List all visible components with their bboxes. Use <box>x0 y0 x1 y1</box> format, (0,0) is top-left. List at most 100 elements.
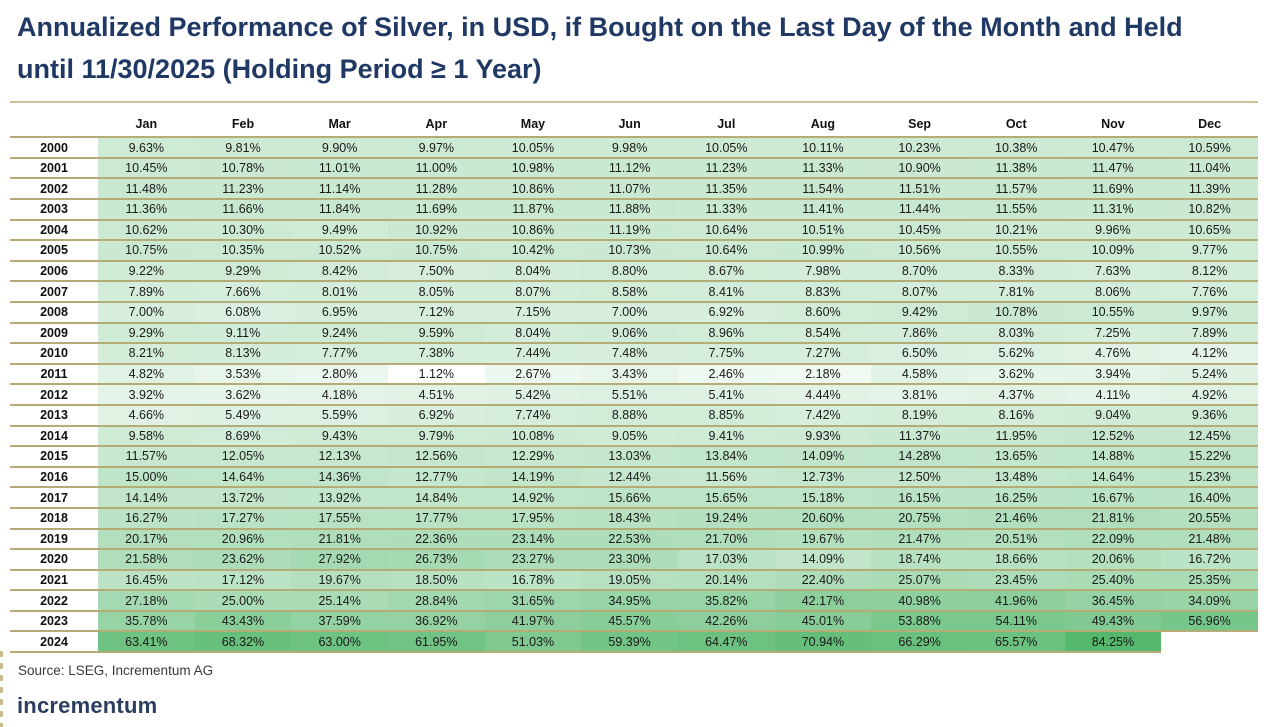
heatmap-cell: 14.64% <box>1064 465 1162 489</box>
heatmap-cell: 9.58% <box>98 424 195 448</box>
heatmap-cell: 19.05% <box>581 568 678 592</box>
year-label: 2012 <box>10 383 98 406</box>
heatmap-cell: 41.97% <box>484 609 582 633</box>
heatmap-cell: 20.96% <box>194 527 292 551</box>
year-label: 2008 <box>10 300 98 324</box>
table-row: 2011 4.82% 3.53% 2.80% 1.12% 2.67% 3.43% 2.46% 2… <box>10 362 1258 386</box>
heatmap-cell: 11.35% <box>677 177 775 200</box>
year-label: 2013 <box>10 403 98 427</box>
heatmap-cell: 17.27% <box>194 506 292 530</box>
heatmap-cell: 8.70% <box>871 259 968 283</box>
heatmap-cell: 4.82% <box>98 362 195 386</box>
heatmap-cell: 10.42% <box>484 239 582 262</box>
table-row: 2022 27.18% 25.00% 25.14% 28.84% 31.65% 34.95%… <box>10 589 1258 612</box>
heatmap-cell: 11.41% <box>774 198 872 221</box>
corner-cell <box>10 114 98 137</box>
year-label: 2022 <box>10 589 98 612</box>
heatmap-cell: 5.51% <box>581 383 678 406</box>
year-label: 2023 <box>10 609 98 633</box>
heatmap-cell: 51.03% <box>484 630 582 654</box>
heatmap-cell: 70.94% <box>774 630 872 654</box>
heatmap-cell: 7.98% <box>774 259 872 283</box>
year-label: 2000 <box>10 136 98 159</box>
heatmap-cell: 61.95% <box>387 630 485 654</box>
heatmap-cell: 37.59% <box>291 609 388 633</box>
heatmap-cell: 15.23% <box>1161 465 1258 489</box>
heatmap-cell: 8.67% <box>677 259 775 283</box>
heatmap-cell: 27.92% <box>291 548 388 571</box>
heatmap-cell: 10.05% <box>484 136 582 159</box>
heatmap-cell: 7.86% <box>871 321 968 345</box>
heatmap-cell: 22.09% <box>1064 527 1162 551</box>
heatmap-cell: 7.76% <box>1161 280 1258 303</box>
heatmap-cell: 20.17% <box>98 527 195 551</box>
heatmap-cell: 11.01% <box>291 156 388 180</box>
heatmap-cell: 56.96% <box>1161 609 1258 633</box>
heatmap-cell: 12.05% <box>194 445 292 468</box>
year-label: 2005 <box>10 239 98 262</box>
month-header-row: Jan Feb Mar Apr May Jun Jul Aug Sep Oct Nov Dec <box>10 114 1258 137</box>
heatmap-cell: 8.85% <box>677 403 775 427</box>
heatmap-cell: 9.24% <box>291 321 388 345</box>
source-note: Source: LSEG, Incrementum AG <box>18 663 214 679</box>
table-row: 2007 7.89% 7.66% 8.01% 8.05% 8.07% 8.58% 8.41% 8… <box>10 280 1258 303</box>
heatmap-cell: 3.81% <box>871 383 968 406</box>
heatmap-cell: 7.00% <box>581 300 678 324</box>
heatmap-cell: 28.84% <box>387 589 485 612</box>
year-label: 2009 <box>10 321 98 345</box>
heatmap-cell: 20.06% <box>1064 548 1162 571</box>
table-row: 2018 16.27% 17.27% 17.55% 17.77% 17.95% 18.43%… <box>10 506 1258 530</box>
heatmap-cell: 9.63% <box>98 136 195 159</box>
heatmap-cell: 5.42% <box>484 383 582 406</box>
heatmap-cell: 8.21% <box>98 342 195 365</box>
table-row: 2008 7.00% 6.08% 6.95% 7.12% 7.15% 7.00% 6.92% 8… <box>10 300 1258 324</box>
heatmap-cell: 9.79% <box>387 424 485 448</box>
heatmap-cell: 9.59% <box>387 321 485 345</box>
heatmap-cell: 21.46% <box>967 506 1065 530</box>
heatmap-cell: 14.36% <box>291 465 388 489</box>
heatmap-cell: 15.00% <box>98 465 195 489</box>
heatmap-cell: 15.22% <box>1161 445 1258 468</box>
heatmap-cell: 16.15% <box>871 486 968 509</box>
year-label: 2003 <box>10 198 98 221</box>
heatmap-cell: 26.73% <box>387 548 485 571</box>
heatmap-cell: 2.18% <box>774 362 872 386</box>
heatmap-cell: 49.43% <box>1064 609 1162 633</box>
heatmap-cell: 11.19% <box>581 218 678 242</box>
heatmap-cell: 2.67% <box>484 362 582 386</box>
heatmap-cell: 7.48% <box>581 342 678 365</box>
heatmap-cell: 7.50% <box>387 259 485 283</box>
heatmap-cell: 11.04% <box>1161 156 1258 180</box>
heatmap-cell: 8.41% <box>677 280 775 303</box>
year-label: 2020 <box>10 548 98 571</box>
heatmap-cell: 8.54% <box>774 321 872 345</box>
heatmap-cell: 66.29% <box>871 630 968 654</box>
month-header: Jun <box>618 117 641 132</box>
heatmap-cell: 7.66% <box>194 280 292 303</box>
heatmap-cell: 10.47% <box>1064 136 1162 159</box>
table-row: 2009 9.29% 9.11% 9.24% 9.59% 8.04% 9.06% 8.96% 8… <box>10 321 1258 345</box>
heatmap-cell: 7.27% <box>774 342 872 365</box>
heatmap-cell: 7.38% <box>387 342 485 365</box>
heatmap-cell: 8.06% <box>1064 280 1162 303</box>
year-label: 2007 <box>10 280 98 303</box>
heatmap-body: 2000 9.63% 9.81% 9.90% 9.97% 10.05% 9.98% 10.05… <box>10 136 1258 654</box>
heatmap-cell: 8.07% <box>871 280 968 303</box>
heatmap-cell: 16.25% <box>967 486 1065 509</box>
heatmap-cell: 10.75% <box>387 239 485 262</box>
heatmap-cell: 11.36% <box>98 198 195 221</box>
heatmap-cell: 13.84% <box>677 445 775 468</box>
heatmap-cell: 18.74% <box>871 548 968 571</box>
heatmap-cell: 9.90% <box>291 136 388 159</box>
heatmap-cell: 10.78% <box>967 300 1065 324</box>
heatmap-cell: 16.45% <box>98 568 195 592</box>
heatmap-cell: 9.93% <box>774 424 872 448</box>
heatmap-cell: 5.41% <box>677 383 775 406</box>
heatmap-cell: 10.78% <box>194 156 292 180</box>
heatmap-cell: 4.92% <box>1161 383 1258 406</box>
heatmap-cell: 6.92% <box>387 403 485 427</box>
heatmap-cell: 17.55% <box>291 506 388 530</box>
heatmap-cell: 6.50% <box>871 342 968 365</box>
heatmap-cell: 45.01% <box>774 609 872 633</box>
heatmap-cell: 45.57% <box>581 609 678 633</box>
